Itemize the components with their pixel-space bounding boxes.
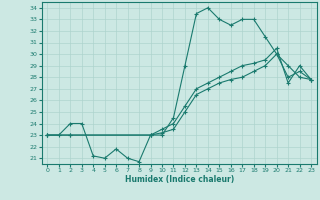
X-axis label: Humidex (Indice chaleur): Humidex (Indice chaleur) [124,175,234,184]
